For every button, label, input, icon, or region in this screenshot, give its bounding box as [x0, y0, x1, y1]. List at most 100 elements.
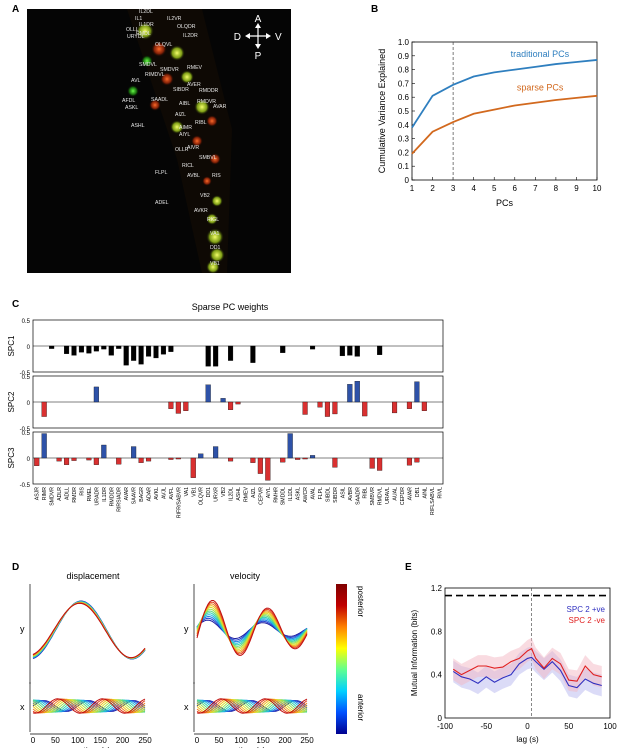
time-tick-label: 50: [51, 736, 60, 745]
weight-bar: [153, 345, 159, 359]
weight-bar: [354, 345, 360, 357]
neuron-label: SMDVL: [139, 62, 157, 68]
trajectory-trace: [196, 698, 308, 714]
x-tick-label: -100: [437, 722, 454, 731]
y-tick-label: 0.2: [398, 148, 410, 157]
weight-bar: [317, 401, 323, 408]
neuron-tick-label: AVAR: [407, 487, 413, 501]
neuron-spot: [206, 115, 218, 127]
neuron-label: RIS: [212, 173, 221, 179]
neuron-tick-label: AVKL: [154, 487, 160, 500]
neuron-label: SMDVR: [160, 67, 179, 73]
panel-letter-d: D: [12, 562, 20, 573]
x-label-left: x: [20, 702, 25, 712]
series-line-traditional: [411, 59, 598, 129]
velocity-title: velocity: [230, 571, 261, 581]
neuron-tick-label: FLPL: [318, 487, 324, 500]
neuron-label: AIZL: [175, 112, 186, 118]
neuron-tick-label: OLQVR: [199, 487, 205, 505]
sparse-pc-title: Sparse PC weights: [191, 302, 269, 312]
weight-bar: [131, 345, 137, 361]
trajectory-trace: [32, 602, 146, 659]
compass-ventral: V: [275, 32, 282, 43]
weight-bar: [347, 345, 353, 356]
weight-bar: [421, 401, 427, 411]
neuron-label: OLQVL: [155, 42, 172, 48]
neuron-tick-label: RMEV: [243, 486, 249, 502]
weight-bar: [280, 457, 286, 463]
neuron-label: SIBDR: [173, 87, 189, 93]
trajectory-trace: [32, 602, 146, 659]
trajectory-trace: [32, 601, 146, 660]
mutual-information-chart: 0 0.4 0.8 1.2 -100 -50 0 50 100 SPC 2 +ve SPC 2 -v…: [410, 584, 617, 744]
weight-bar: [93, 457, 99, 465]
weight-bar: [78, 345, 84, 353]
neuron-label: AVAR: [213, 104, 227, 110]
neuron-label: IL1DR: [139, 22, 154, 28]
neuron-spot: [211, 195, 223, 207]
x-tick-label: 100: [603, 722, 617, 731]
weight-bar: [183, 401, 189, 411]
weight-bar: [146, 345, 152, 357]
weight-bar: [362, 401, 368, 417]
neuron-tick-label: ASKL: [296, 487, 302, 500]
compass-dorsal: D: [234, 32, 241, 43]
weight-bar: [190, 457, 196, 478]
neuron-tick-label: AIZL: [251, 487, 257, 498]
y-tick-label: 0.4: [398, 121, 410, 130]
neuron-label: AVER: [187, 82, 201, 88]
time-tick-label: 200: [278, 736, 292, 745]
neuron-label: IL2DR: [183, 33, 198, 39]
weight-bar: [310, 345, 316, 350]
weight-bar: [108, 345, 114, 356]
x-tick-label: 5: [492, 184, 497, 193]
trajectory-trace: [32, 698, 146, 714]
neuron-tick-label: AVFL: [169, 487, 175, 500]
neuron-label: RMDDR: [199, 88, 219, 94]
weight-bar: [116, 345, 122, 349]
neuron-spot: [141, 55, 153, 67]
neuron-label: URYDL: [127, 34, 145, 40]
neuron-spot: [149, 99, 161, 111]
neuron-tick-label: VA1: [184, 487, 190, 497]
weight-bar: [41, 433, 47, 459]
panel-letter-b: B: [371, 4, 379, 15]
neuron-tick-label: VB1: [191, 487, 197, 497]
weight-bar: [377, 457, 383, 471]
weight-bar: [71, 345, 77, 356]
neuron-tick-label: RMDVL: [378, 487, 384, 505]
trajectory-trace: [196, 700, 308, 712]
trajectory-trace: [32, 601, 146, 660]
time-tick-label: 200: [116, 736, 130, 745]
neuron-tick-label: SMDDL: [281, 487, 287, 505]
neuron-tick-label: URAVL: [385, 487, 391, 504]
weight-bar: [175, 401, 181, 414]
weight-bar: [369, 457, 375, 469]
weight-bar: [168, 401, 174, 409]
mi-series-line: [452, 656, 602, 689]
weight-bar: [228, 457, 234, 462]
weight-bar: [347, 384, 353, 403]
x-axis-label: lag (s): [516, 735, 539, 744]
weight-bar: [198, 453, 204, 459]
neuron-tick-label: AWCR: [303, 487, 309, 503]
neuron-label: VB1: [210, 261, 220, 267]
neuron-label: ADEL: [155, 200, 169, 206]
trajectory-trace: [32, 600, 146, 660]
x-tick-label: 50: [564, 722, 573, 731]
neuron-spot: [194, 99, 210, 115]
weight-bar: [138, 345, 144, 365]
neuron-tick-label: IL1DR: [102, 487, 108, 502]
neuron-label: VA1: [210, 231, 220, 237]
neuron-tick-label: RIRSIADR: [117, 487, 123, 512]
weight-bar: [414, 457, 420, 463]
weight-bar: [49, 345, 55, 349]
neuron-tick-label: ADLR: [57, 487, 63, 501]
neuron-label: RMDL: [136, 31, 151, 37]
colorbar: [336, 584, 347, 734]
neuron-label: AVKR: [194, 208, 208, 214]
time-axis-label-left: time (s): [84, 746, 111, 748]
neuron-label: RMEV: [187, 65, 203, 71]
y-tick-label: 0.4: [431, 671, 443, 680]
